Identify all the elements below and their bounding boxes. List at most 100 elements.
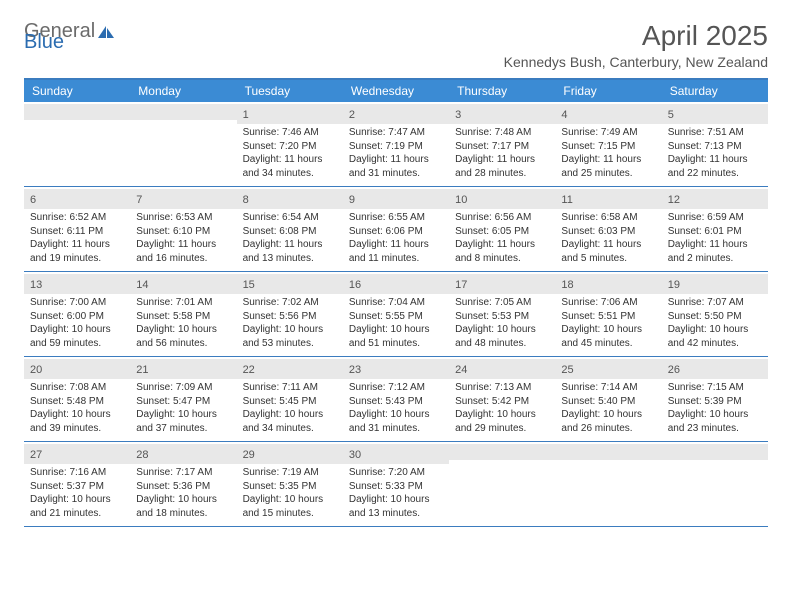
day-cell: 24 Sunrise: 7:13 AMSunset: 5:42 PMDayligh…	[449, 357, 555, 441]
day-info: Sunrise: 7:48 AMSunset: 7:17 PMDaylight:…	[455, 126, 549, 180]
day-cell: 5Sunrise: 7:51 AMSunset: 7:13 PMDaylight…	[662, 102, 768, 186]
day-info: Sunrise: 7:02 AMSunset: 5:56 PMDaylight:…	[243, 296, 337, 350]
day-number: 13	[30, 279, 42, 291]
day-number: 23	[349, 364, 361, 376]
day-header: Saturday	[662, 80, 768, 102]
day-cell: 11Sunrise: 6:58 AMSunset: 6:03 PMDayligh…	[555, 187, 661, 271]
day-info: Sunrise: 7:19 AMSunset: 5:35 PMDaylight:…	[243, 466, 337, 520]
calendar: SundayMondayTuesdayWednesdayThursdayFrid…	[24, 78, 768, 527]
day-info: Sunrise: 7:08 AMSunset: 5:48 PMDaylight:…	[30, 381, 124, 435]
day-info: Sunrise: 6:52 AMSunset: 6:11 PMDaylight:…	[30, 211, 124, 265]
day-info: Sunrise: 7:17 AMSunset: 5:36 PMDaylight:…	[136, 466, 230, 520]
logo-sail-icon	[97, 25, 115, 39]
day-number: 6	[30, 194, 36, 206]
month-title: April 2025	[504, 20, 768, 52]
day-cell: 22Sunrise: 7:11 AMSunset: 5:45 PMDayligh…	[237, 357, 343, 441]
day-cell: 26 Sunrise: 7:15 AMSunset: 5:39 PMDayligh…	[662, 357, 768, 441]
day-info: Sunrise: 7:49 AMSunset: 7:15 PMDaylight:…	[561, 126, 655, 180]
day-cell: 30 Sunrise: 7:20 AMSunset: 5:33 PMDayligh…	[343, 442, 449, 526]
day-cell: 18Sunrise: 7:06 AMSunset: 5:51 PMDayligh…	[555, 272, 661, 356]
day-cell: 14 Sunrise: 7:01 AMSunset: 5:58 PMDayligh…	[130, 272, 236, 356]
day-number: 26	[668, 364, 680, 376]
day-cell: 9 Sunrise: 6:55 AMSunset: 6:06 PMDaylight…	[343, 187, 449, 271]
day-info: Sunrise: 7:11 AMSunset: 5:45 PMDaylight:…	[243, 381, 337, 435]
day-info: Sunrise: 6:55 AMSunset: 6:06 PMDaylight:…	[349, 211, 443, 265]
day-cell: 1Sunrise: 7:46 AMSunset: 7:20 PMDaylight…	[237, 102, 343, 186]
day-number: 24	[455, 364, 467, 376]
day-cell: 6 Sunrise: 6:52 AMSunset: 6:11 PMDaylight…	[24, 187, 130, 271]
day-info: Sunrise: 7:15 AMSunset: 5:39 PMDaylight:…	[668, 381, 762, 435]
day-cell: 27 Sunrise: 7:16 AMSunset: 5:37 PMDayligh…	[24, 442, 130, 526]
day-number: 7	[136, 194, 142, 206]
day-cell: 13 Sunrise: 7:00 AMSunset: 6:00 PMDayligh…	[24, 272, 130, 356]
day-info: Sunrise: 6:59 AMSunset: 6:01 PMDaylight:…	[668, 211, 762, 265]
day-cell: 12 Sunrise: 6:59 AMSunset: 6:01 PMDayligh…	[662, 187, 768, 271]
empty-cell	[555, 442, 661, 526]
weeks-container: 1Sunrise: 7:46 AMSunset: 7:20 PMDaylight…	[24, 102, 768, 527]
day-cell: 2 Sunrise: 7:47 AMSunset: 7:19 PMDaylight…	[343, 102, 449, 186]
day-header: Wednesday	[343, 80, 449, 102]
day-info: Sunrise: 7:00 AMSunset: 6:00 PMDaylight:…	[30, 296, 124, 350]
day-number: 21	[136, 364, 148, 376]
day-cell: 20 Sunrise: 7:08 AMSunset: 5:48 PMDayligh…	[24, 357, 130, 441]
page-header: General Blue April 2025 Kennedys Bush, C…	[24, 20, 768, 70]
day-info: Sunrise: 7:14 AMSunset: 5:40 PMDaylight:…	[561, 381, 655, 435]
day-info: Sunrise: 7:09 AMSunset: 5:47 PMDaylight:…	[136, 381, 230, 435]
day-number: 11	[561, 194, 572, 206]
day-info: Sunrise: 7:05 AMSunset: 5:53 PMDaylight:…	[455, 296, 549, 350]
day-number: 29	[243, 449, 255, 461]
empty-cell	[662, 442, 768, 526]
day-number: 9	[349, 194, 355, 206]
day-cell: 17 Sunrise: 7:05 AMSunset: 5:53 PMDayligh…	[449, 272, 555, 356]
day-cell: 29 Sunrise: 7:19 AMSunset: 5:35 PMDayligh…	[237, 442, 343, 526]
day-number: 3	[455, 109, 461, 121]
title-block: April 2025 Kennedys Bush, Canterbury, Ne…	[504, 20, 768, 70]
empty-cell	[449, 442, 555, 526]
day-cell: 23 Sunrise: 7:12 AMSunset: 5:43 PMDayligh…	[343, 357, 449, 441]
day-cell: 21 Sunrise: 7:09 AMSunset: 5:47 PMDayligh…	[130, 357, 236, 441]
day-info: Sunrise: 7:13 AMSunset: 5:42 PMDaylight:…	[455, 381, 549, 435]
day-info: Sunrise: 7:04 AMSunset: 5:55 PMDaylight:…	[349, 296, 443, 350]
day-number: 17	[455, 279, 467, 291]
day-header: Monday	[130, 80, 236, 102]
day-cell: 7 Sunrise: 6:53 AMSunset: 6:10 PMDaylight…	[130, 187, 236, 271]
day-number: 2	[349, 109, 355, 121]
day-headers-row: SundayMondayTuesdayWednesdayThursdayFrid…	[24, 80, 768, 102]
empty-cell	[24, 102, 130, 186]
day-number: 30	[349, 449, 361, 461]
day-number: 4	[561, 109, 567, 121]
day-info: Sunrise: 7:16 AMSunset: 5:37 PMDaylight:…	[30, 466, 124, 520]
logo-text-2: Blue	[24, 31, 64, 53]
day-info: Sunrise: 6:53 AMSunset: 6:10 PMDaylight:…	[136, 211, 230, 265]
day-info: Sunrise: 7:12 AMSunset: 5:43 PMDaylight:…	[349, 381, 443, 435]
day-number: 15	[243, 279, 255, 291]
day-cell: 4 Sunrise: 7:49 AMSunset: 7:15 PMDaylight…	[555, 102, 661, 186]
location-text: Kennedys Bush, Canterbury, New Zealand	[504, 54, 768, 70]
day-number: 1	[243, 109, 249, 121]
day-info: Sunrise: 6:54 AMSunset: 6:08 PMDaylight:…	[243, 211, 337, 265]
day-number: 5	[668, 109, 674, 121]
week-row: 20 Sunrise: 7:08 AMSunset: 5:48 PMDayligh…	[24, 357, 768, 442]
day-number: 28	[136, 449, 148, 461]
day-header: Tuesday	[237, 80, 343, 102]
day-number: 8	[243, 194, 249, 206]
day-header: Friday	[555, 80, 661, 102]
week-row: 1Sunrise: 7:46 AMSunset: 7:20 PMDaylight…	[24, 102, 768, 187]
day-number: 27	[30, 449, 42, 461]
day-header: Sunday	[24, 80, 130, 102]
day-number: 10	[455, 194, 467, 206]
day-number: 14	[136, 279, 148, 291]
empty-cell	[130, 102, 236, 186]
day-number: 12	[668, 194, 680, 206]
day-cell: 10 Sunrise: 6:56 AMSunset: 6:05 PMDayligh…	[449, 187, 555, 271]
day-info: Sunrise: 7:47 AMSunset: 7:19 PMDaylight:…	[349, 126, 443, 180]
day-number: 20	[30, 364, 42, 376]
day-info: Sunrise: 7:01 AMSunset: 5:58 PMDaylight:…	[136, 296, 230, 350]
day-cell: 25Sunrise: 7:14 AMSunset: 5:40 PMDayligh…	[555, 357, 661, 441]
day-info: Sunrise: 6:56 AMSunset: 6:05 PMDaylight:…	[455, 211, 549, 265]
day-cell: 3 Sunrise: 7:48 AMSunset: 7:17 PMDaylight…	[449, 102, 555, 186]
day-cell: 28 Sunrise: 7:17 AMSunset: 5:36 PMDayligh…	[130, 442, 236, 526]
day-cell: 19Sunrise: 7:07 AMSunset: 5:50 PMDayligh…	[662, 272, 768, 356]
day-info: Sunrise: 7:20 AMSunset: 5:33 PMDaylight:…	[349, 466, 443, 520]
week-row: 6 Sunrise: 6:52 AMSunset: 6:11 PMDaylight…	[24, 187, 768, 272]
